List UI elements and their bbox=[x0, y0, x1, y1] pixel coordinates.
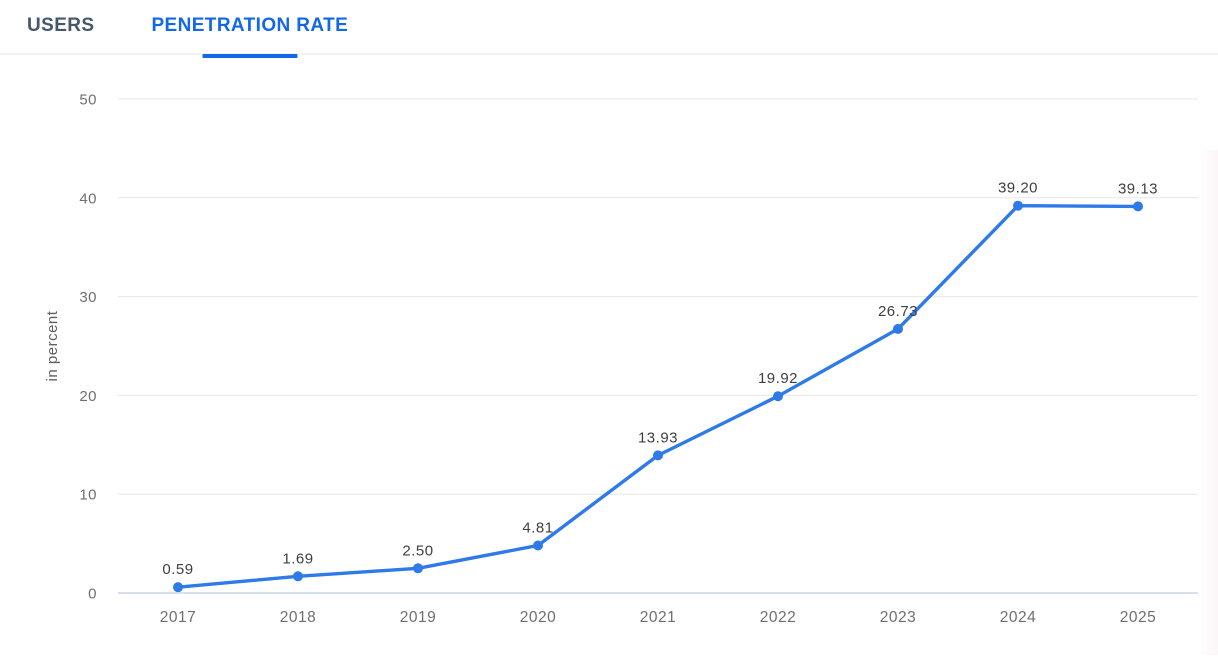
tab-penetration-rate-label: PENETRATION RATE bbox=[151, 15, 349, 36]
penetration-rate-line-chart[interactable]: 0 10 20 30 40 50 in percent 2017 2018 2019 2020 202… bbox=[0, 65, 1218, 655]
data-label: 4.81 bbox=[522, 519, 553, 536]
chart-canvas[interactable]: 0 10 20 30 40 50 in percent 2017 2018 2019 2020 202… bbox=[0, 65, 1218, 655]
chart-point[interactable] bbox=[773, 391, 783, 402]
chart-point[interactable] bbox=[293, 571, 303, 582]
tab-bar: USERS PENETRATION RATE bbox=[0, 0, 1218, 58]
y-tick-label: 40 bbox=[79, 190, 97, 207]
data-label: 39.13 bbox=[1118, 180, 1158, 197]
tab-penetration-rate[interactable]: PENETRATION RATE bbox=[151, 14, 349, 58]
chart-point[interactable] bbox=[653, 450, 663, 461]
x-tick-label: 2017 bbox=[160, 609, 196, 626]
chart-point[interactable] bbox=[533, 540, 543, 551]
data-label: 1.69 bbox=[282, 550, 313, 567]
data-label: 26.73 bbox=[878, 303, 918, 320]
x-tick-label: 2020 bbox=[520, 609, 556, 626]
chart-point[interactable] bbox=[413, 563, 423, 574]
chart-point[interactable] bbox=[1013, 200, 1023, 211]
y-tick-label: 0 bbox=[88, 586, 97, 603]
chart-point[interactable] bbox=[893, 323, 903, 334]
chart-point[interactable] bbox=[173, 582, 183, 593]
x-tick-label: 2022 bbox=[760, 609, 796, 626]
active-tab-underline bbox=[202, 54, 298, 58]
data-label: 2.50 bbox=[402, 542, 433, 559]
series-line bbox=[176, 204, 1140, 589]
x-tick-label: 2024 bbox=[1000, 609, 1036, 626]
y-tick-label: 50 bbox=[79, 92, 97, 109]
x-tick-label: 2025 bbox=[1120, 609, 1156, 626]
x-tick-label: 2018 bbox=[280, 609, 316, 626]
y-tick-label: 10 bbox=[79, 487, 97, 504]
data-label: 19.92 bbox=[758, 370, 798, 387]
x-tick-label: 2021 bbox=[640, 609, 676, 626]
data-label: 13.93 bbox=[638, 429, 678, 446]
y-axis-title: in percent bbox=[44, 310, 61, 381]
data-label: 0.59 bbox=[162, 561, 193, 578]
tab-users-label: USERS bbox=[27, 15, 95, 36]
tab-users[interactable]: USERS bbox=[27, 14, 94, 38]
x-tick-label: 2023 bbox=[880, 609, 916, 626]
y-tick-label: 20 bbox=[79, 388, 97, 405]
x-tick-label: 2019 bbox=[400, 609, 436, 626]
y-tick-label: 30 bbox=[79, 289, 97, 306]
chart-point[interactable] bbox=[1133, 201, 1143, 212]
data-label: 39.20 bbox=[998, 180, 1038, 197]
